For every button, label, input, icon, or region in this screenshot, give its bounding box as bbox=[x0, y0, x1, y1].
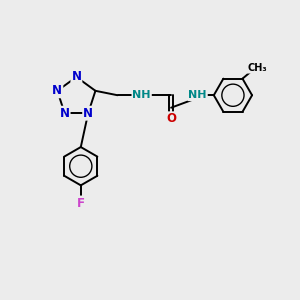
Text: NH: NH bbox=[188, 90, 207, 100]
Text: F: F bbox=[77, 196, 85, 209]
Text: N: N bbox=[83, 107, 93, 120]
Text: O: O bbox=[166, 112, 176, 125]
Text: N: N bbox=[52, 84, 62, 97]
Text: N: N bbox=[71, 70, 81, 83]
Text: N: N bbox=[60, 107, 70, 120]
Text: NH: NH bbox=[132, 90, 151, 100]
Text: CH₃: CH₃ bbox=[248, 63, 267, 73]
